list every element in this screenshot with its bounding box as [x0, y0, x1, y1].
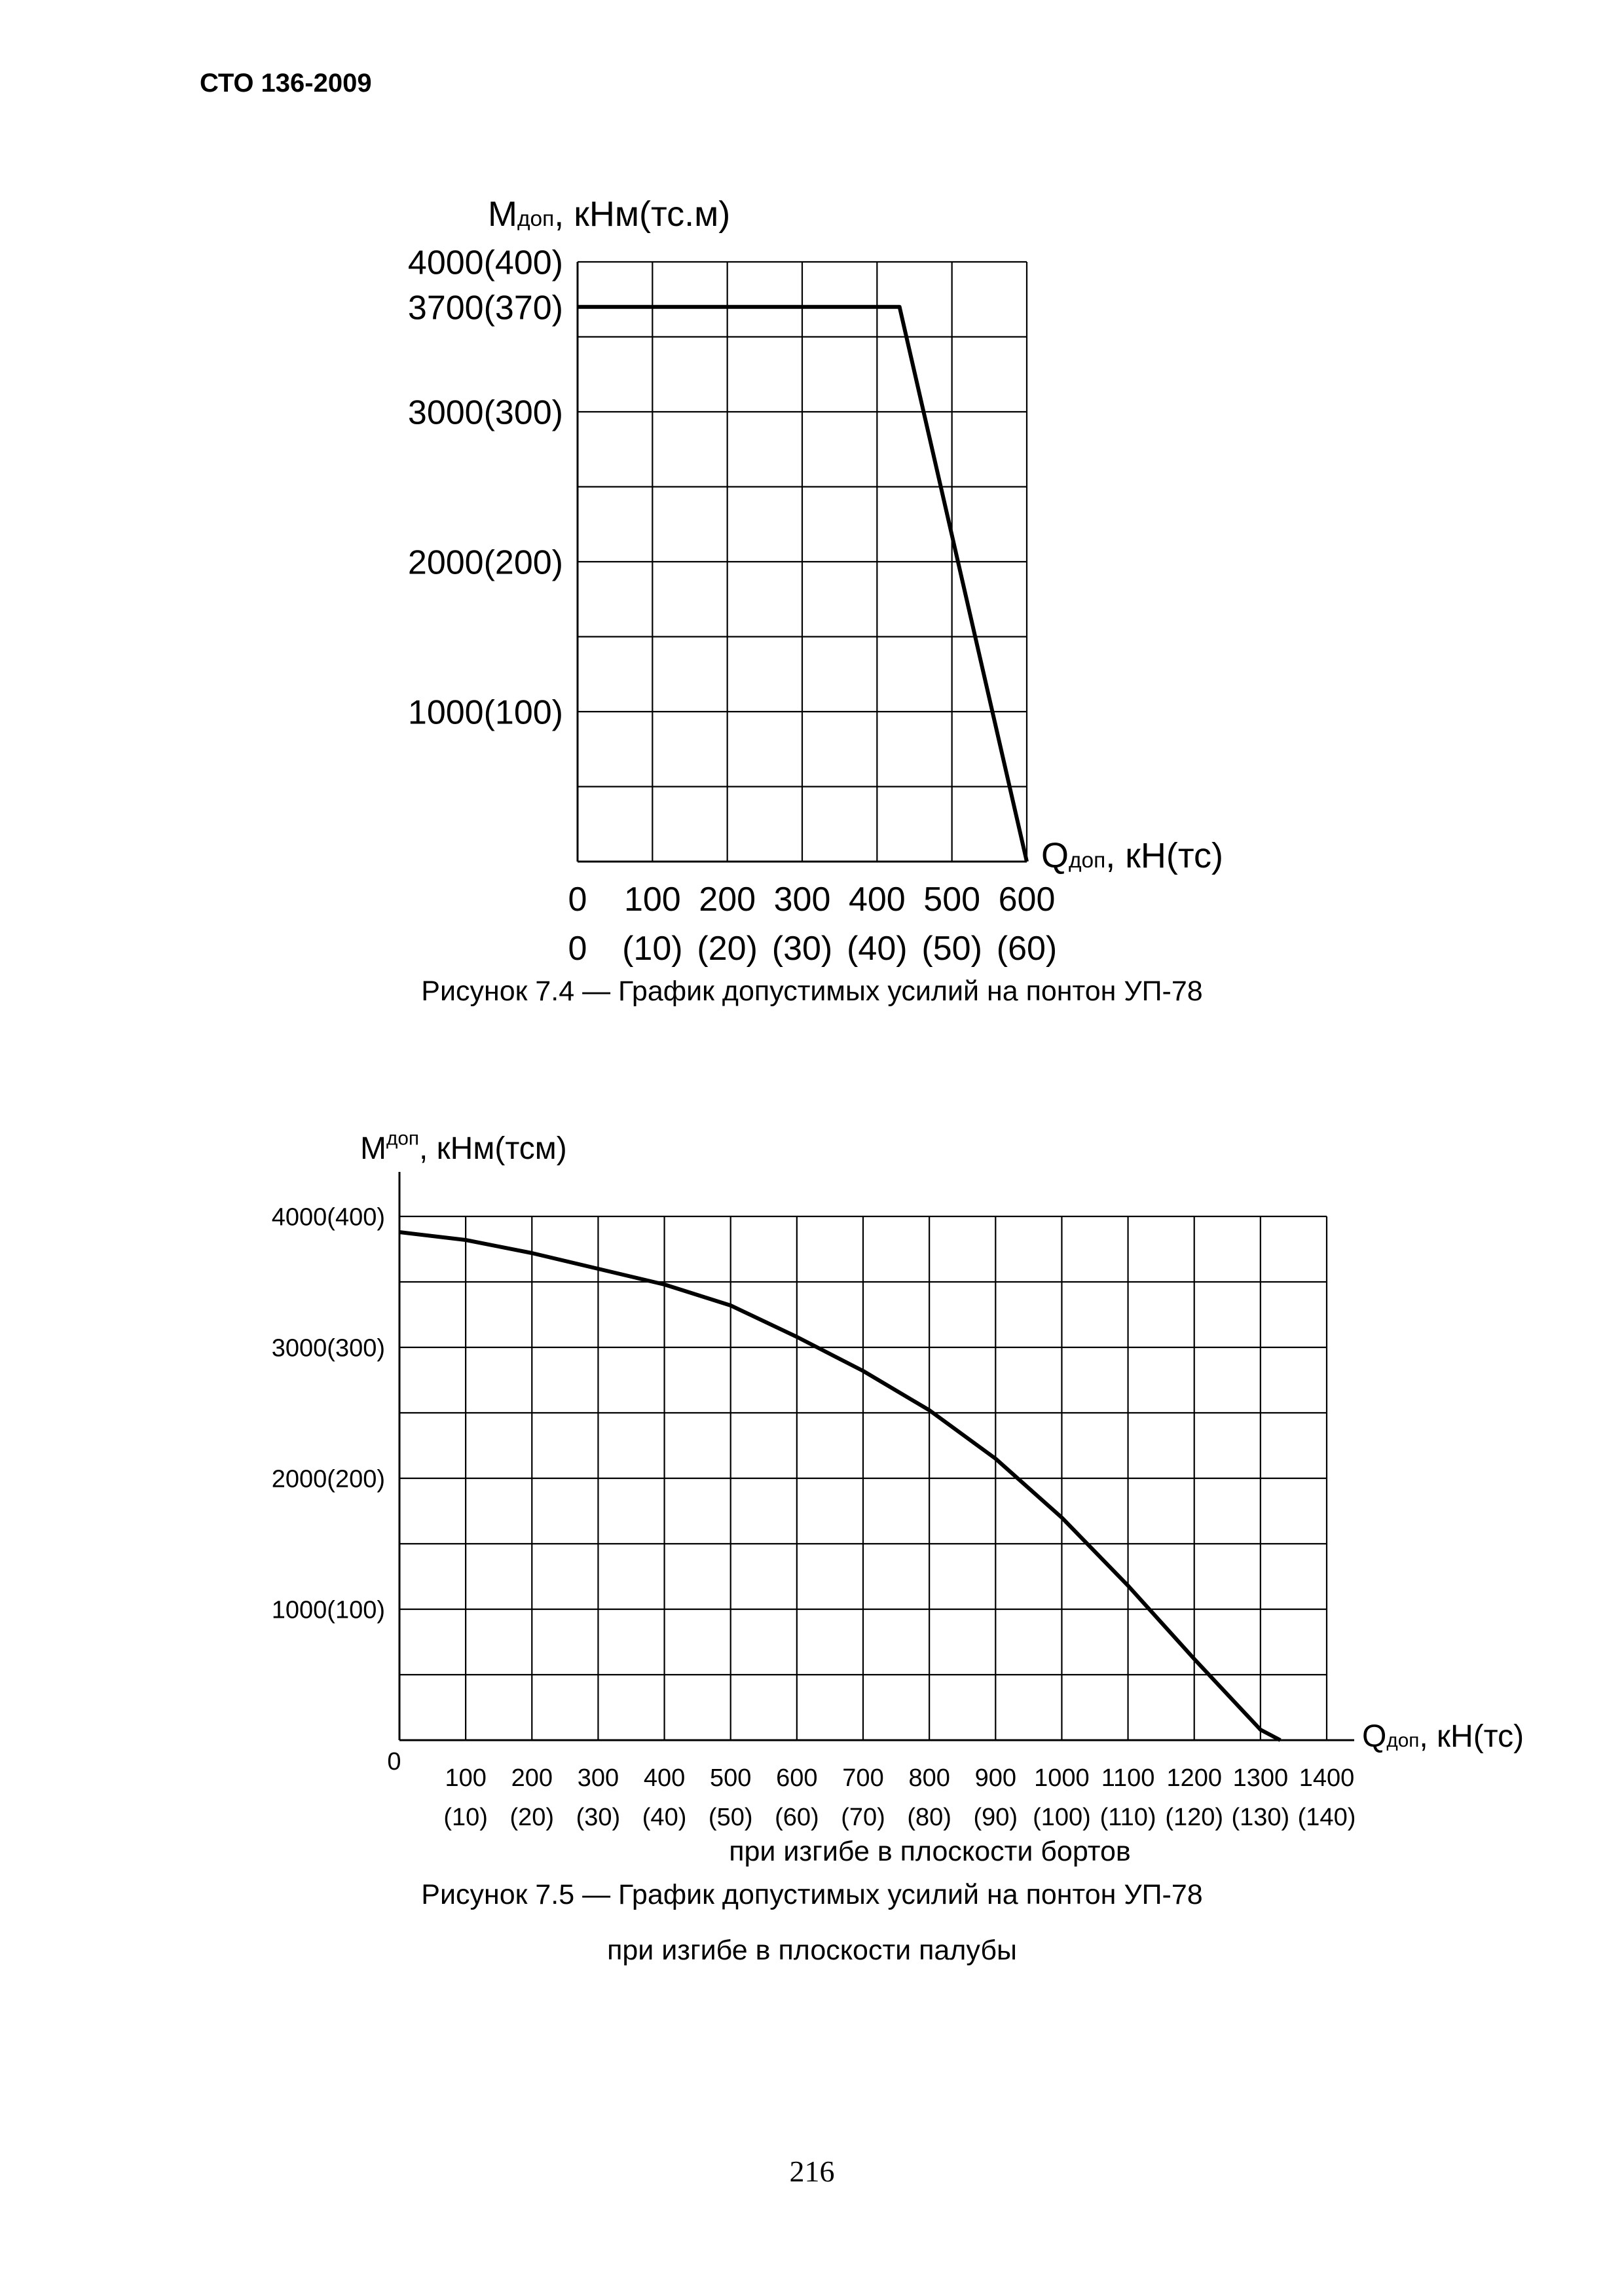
- chart-7-5: 1000(100)2000(200)3000(300)4000(400)0100…: [272, 1127, 1524, 1867]
- x-tick-label: 500: [923, 881, 980, 919]
- x-tick-label: 400: [644, 1764, 685, 1792]
- y-tick-label: 4000(400): [408, 244, 563, 282]
- series-line: [399, 1230, 1282, 1742]
- x-tick-label: 200: [511, 1764, 553, 1792]
- y-tick-label: 2000(200): [408, 544, 563, 582]
- x-tick-label: 0: [568, 881, 587, 919]
- x-tick-label-alt: (50): [921, 930, 982, 968]
- x-tick-label-alt: (90): [973, 1804, 1018, 1831]
- x-tick-label: 300: [774, 881, 831, 919]
- x-tick-label-alt: (60): [775, 1804, 819, 1831]
- x-tick-label-alt: (100): [1033, 1804, 1091, 1831]
- y-tick-label: 1000(100): [272, 1597, 385, 1624]
- caption-figure-7-5-line1: Рисунок 7.5 — График допустимых усилий н…: [421, 1879, 1203, 1910]
- page-number: 216: [789, 2155, 835, 2188]
- document-code: СТО 136-2009: [200, 69, 372, 98]
- x-tick-label: 600: [776, 1764, 817, 1792]
- x-tick-label: 1400: [1299, 1764, 1355, 1792]
- x-tick-label: 600: [999, 881, 1056, 919]
- y-tick-label: 1000(100): [408, 694, 563, 732]
- x-tick-label-alt: 0: [568, 930, 587, 968]
- x-tick-label-alt: (40): [847, 930, 907, 968]
- x-axis-title: Qдоп, кН(тс): [1041, 836, 1223, 875]
- x-tick-label: 1000: [1034, 1764, 1090, 1792]
- y-tick-label: 3700(370): [408, 289, 563, 327]
- x-tick-label-alt: (130): [1231, 1804, 1289, 1831]
- x-tick-label-alt: (80): [907, 1804, 951, 1831]
- caption-figure-7-4: Рисунок 7.4 — График допустимых усилий н…: [421, 975, 1203, 1007]
- chart-note: при изгибе в плоскости бортов: [729, 1836, 1131, 1867]
- series-line: [578, 304, 1029, 862]
- x-tick-label-alt: (20): [509, 1804, 554, 1831]
- y-axis-title: Mдоп, кНм(тс.м): [488, 194, 730, 234]
- x-tick-label: 1100: [1101, 1764, 1155, 1792]
- y-tick-label: 3000(300): [272, 1335, 385, 1362]
- caption-figure-7-5-line2: при изгибе в плоскости палубы: [607, 1935, 1017, 1966]
- x-tick-label-alt: (50): [709, 1804, 753, 1831]
- y-tick-label: 2000(200): [272, 1466, 385, 1493]
- x-tick-label-alt: (20): [697, 930, 757, 968]
- x-tick-label: 1200: [1166, 1764, 1222, 1792]
- x-tick-label: 500: [710, 1764, 751, 1792]
- y-tick-label: 3000(300): [408, 394, 563, 432]
- x-tick-label: 100: [445, 1764, 486, 1792]
- x-tick-label-alt: (10): [622, 930, 682, 968]
- x-tick-label: 800: [908, 1764, 950, 1792]
- x-tick-label-alt: (10): [443, 1804, 488, 1831]
- x-axis-title: Qдоп, кН(тс): [1362, 1719, 1524, 1754]
- x-tick-label-alt: (110): [1100, 1804, 1156, 1831]
- x-tick-label: 1300: [1233, 1764, 1289, 1792]
- x-tick-label-alt: (70): [841, 1804, 885, 1831]
- y-axis-title: Mдоп, кНм(тсм): [360, 1127, 567, 1166]
- chart-7-4: 1000(100)2000(200)3000(300)3700(370)4000…: [408, 194, 1223, 968]
- x-tick-label-alt: (40): [642, 1804, 687, 1831]
- x-tick-label-alt: (30): [772, 930, 832, 968]
- x-tick-label: 100: [624, 881, 681, 919]
- x-tick-label-alt: (60): [997, 930, 1057, 968]
- x-tick-label: 900: [975, 1764, 1016, 1792]
- x-tick-label: 300: [578, 1764, 619, 1792]
- x-tick-label: 0: [387, 1748, 401, 1776]
- x-tick-label: 700: [842, 1764, 883, 1792]
- x-tick-label: 200: [699, 881, 756, 919]
- x-tick-label-alt: (140): [1298, 1804, 1356, 1831]
- x-tick-label: 400: [849, 881, 906, 919]
- x-tick-label-alt: (30): [576, 1804, 621, 1831]
- x-tick-label-alt: (120): [1165, 1804, 1223, 1831]
- y-tick-label: 4000(400): [272, 1204, 385, 1231]
